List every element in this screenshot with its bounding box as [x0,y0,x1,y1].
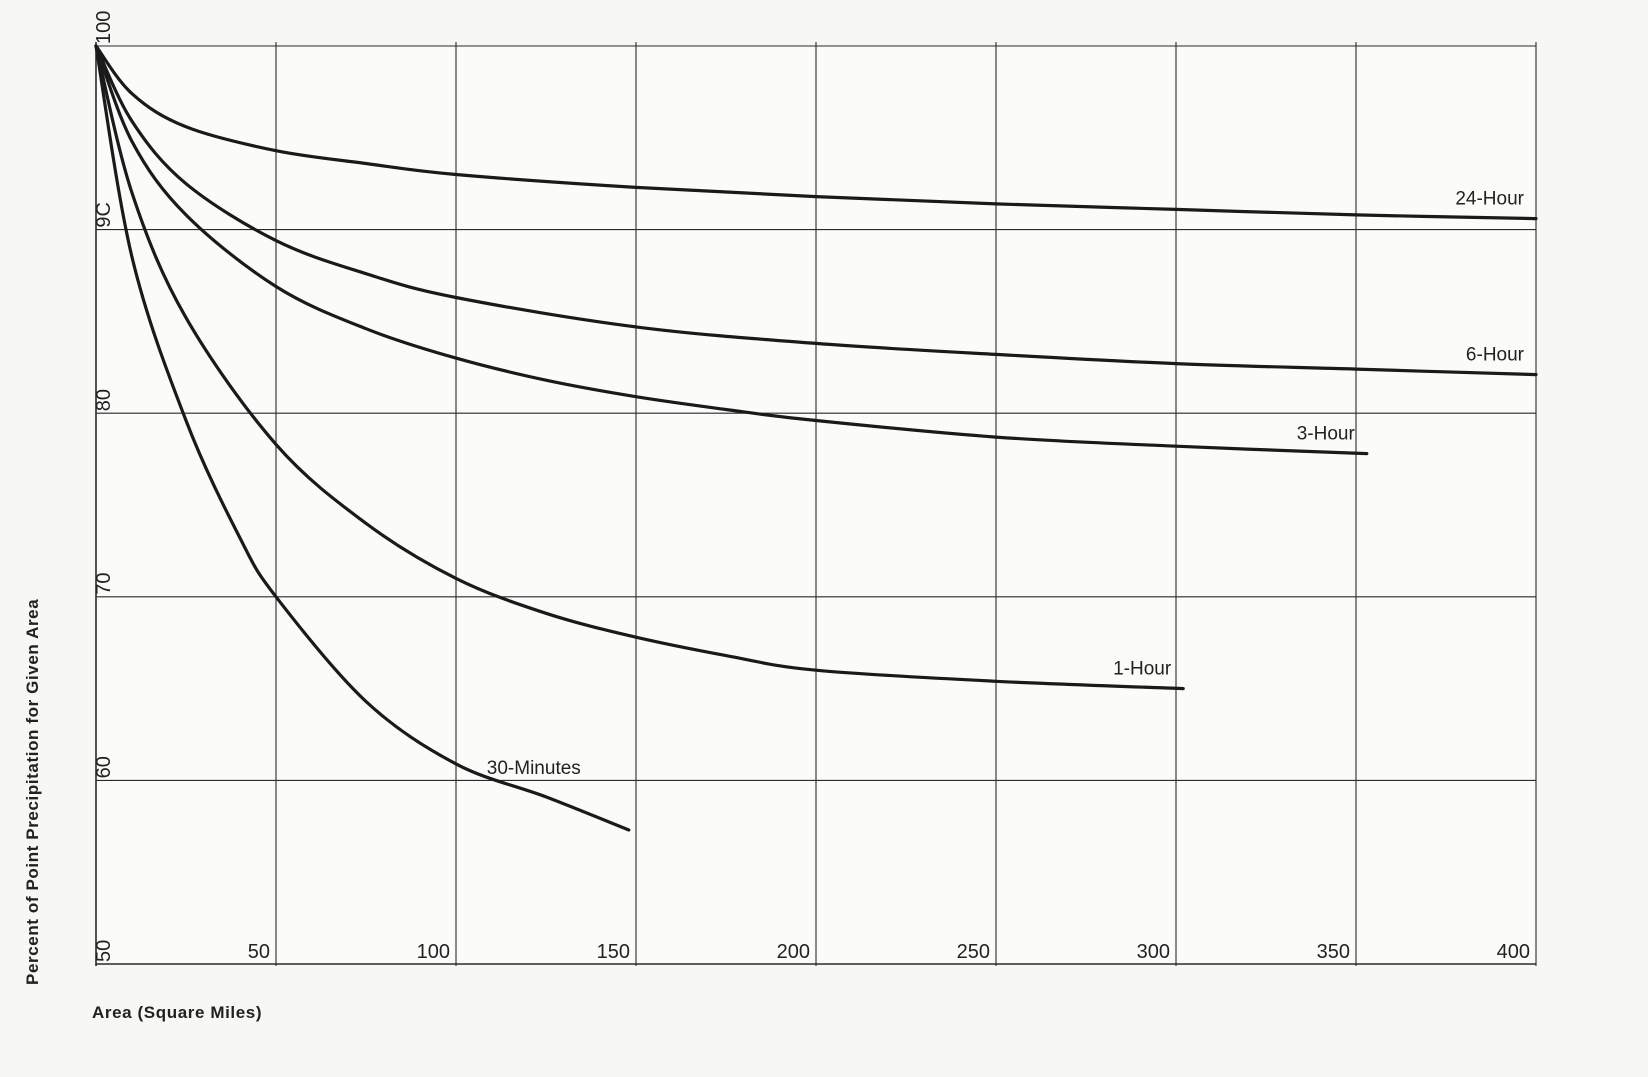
series-label-3-hour: 3-Hour [1297,424,1356,445]
x-tick-label: 150 [597,941,630,963]
grid [95,42,1537,966]
y-tick-label: 80 [93,389,115,411]
series-line-30-minutes [94,44,631,832]
x-tick-label: 50 [248,941,270,963]
x-tick-label: 350 [1317,941,1350,963]
series-line-1-hour [94,44,1185,691]
y-axis-title: Percent of Point Precipitation for Given… [23,599,42,985]
y-tick-label: 50 [93,940,115,962]
x-tick-label: 300 [1137,941,1170,963]
tick-labels: 50 100 150 200 250 300 350 400 50 60 70 80 9C 100 [93,11,1530,963]
x-tick-label: 100 [417,941,450,963]
series-label-6-hour: 6-Hour [1466,345,1525,366]
series-lines [94,44,1538,832]
series-labels: 24-Hour 6-Hour 3-Hour 1-Hour 30-Minutes [487,189,1525,779]
x-axis-title: Area (Square Miles) [92,1003,262,1022]
series-label-24-hour: 24-Hour [1455,189,1524,210]
series-line-6-hour [94,44,1538,377]
series-label-30-minutes: 30-Minutes [487,758,581,779]
series-line-3-hour [94,44,1369,456]
y-tick-label: 60 [93,756,115,778]
y-tick-label: 100 [93,11,115,44]
series-line-24-hour [94,44,1538,221]
y-tick-label: 70 [93,573,115,595]
x-tick-label: 400 [1497,941,1530,963]
y-tick-label: 9C [93,202,115,228]
x-tick-label: 200 [777,941,810,963]
series-label-1-hour: 1-Hour [1113,659,1172,680]
x-tick-label: 250 [957,941,990,963]
